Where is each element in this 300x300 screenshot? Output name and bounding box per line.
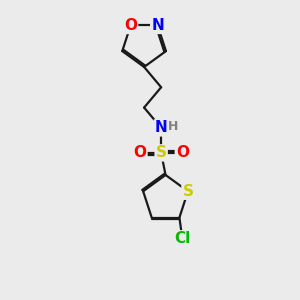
Text: N: N [151,18,164,33]
Text: S: S [156,146,167,160]
Text: Cl: Cl [174,231,190,246]
Text: S: S [182,184,194,199]
Text: O: O [124,18,137,33]
Text: H: H [168,120,178,133]
Text: O: O [176,146,189,160]
Text: O: O [134,146,146,160]
Text: N: N [155,120,167,135]
